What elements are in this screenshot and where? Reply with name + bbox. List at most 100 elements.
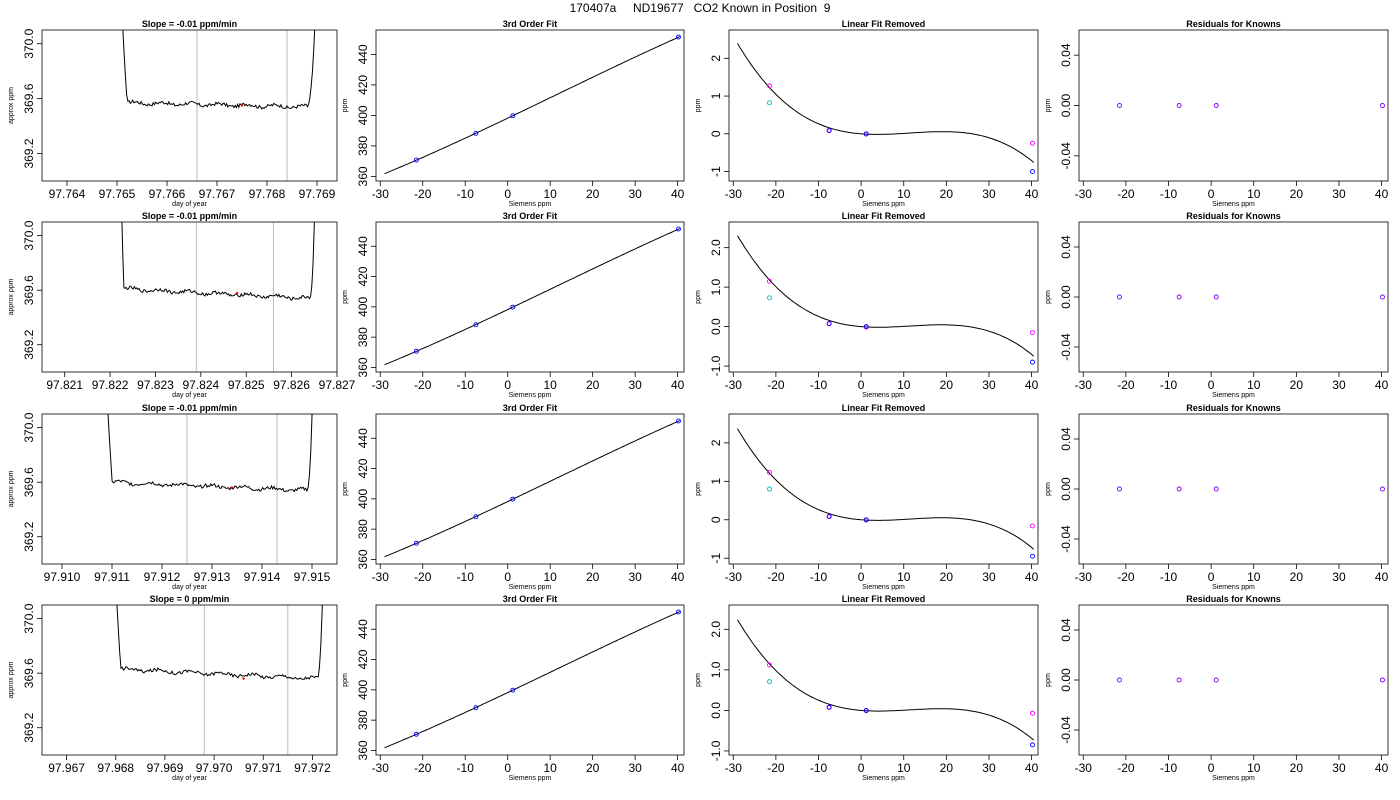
x-tick-label: 40 [1025,761,1039,775]
mean-marker [235,291,239,295]
panel-r3-c2: 3rd Order Fit -30 -20 -10 0 10 20 30 40 360 380 400… [342,403,685,591]
x-tick-label: 20 [1290,570,1304,584]
blue-point [1030,742,1035,748]
y-tick-label: 400 [356,297,370,317]
y-tick-label: 369.2 [22,329,36,359]
x-tick-label: 0 [504,570,511,584]
x-tick-label: -20 [1117,761,1135,775]
x-axis-label: day of year [172,775,207,782]
x-tick-label: -20 [767,570,785,584]
x-axis-label: Siemens ppm [509,775,552,782]
panel-title: Linear Fit Removed [842,403,926,413]
y-tick-label: 370.0 [22,28,36,58]
x-tick-label: 97.971 [245,761,282,775]
y-tick-label: 2 [709,55,723,62]
y-tick-label: 2.0 [709,621,723,638]
x-tick-label: 97.969 [147,761,184,775]
plot-frame [375,604,685,756]
y-axis-label: ppm [342,99,349,113]
panel-title: Slope = 0 ppm/min [150,594,230,604]
panel-title: Slope = -0.01 ppm/min [142,403,237,413]
panel-title: Residuals for Knowns [1186,403,1281,413]
y-tick-label: 440 [356,428,370,448]
x-tick-label: 30 [1332,570,1346,584]
known-point [473,130,479,136]
y-tick-label: -0.04 [1059,142,1073,170]
plot-area [107,414,313,564]
y-tick-label: 0.0 [709,318,723,335]
x-tick-label: -20 [1117,378,1135,392]
residual-point [1380,486,1385,492]
blue-point [826,704,832,710]
known-point [676,226,681,232]
x-tick-label: 20 [940,378,954,392]
x-tick-label: 20 [586,570,600,584]
plot-frame [375,221,685,373]
plot-area [121,222,315,372]
x-tick-label: 97.767 [199,187,236,201]
x-axis-label: Siemens ppm [509,584,552,591]
x-tick-label: 0 [858,570,865,584]
x-tick-label: -10 [457,187,475,201]
x-tick-label: 40 [671,761,685,775]
y-tick-label: 1.0 [709,661,723,678]
fit-curve [737,43,1035,163]
x-tick-label: 30 [628,761,642,775]
panel-title: Residuals for Knowns [1186,19,1281,29]
magenta-point [1030,330,1035,335]
x-axis-label: day of year [172,584,207,591]
x-tick-label: 97.822 [92,378,129,392]
x-tick-label: -10 [810,761,828,775]
x-tick-label: 97.970 [196,761,233,775]
y-tick-label: 370.0 [22,220,36,250]
x-tick-label: 20 [586,761,600,775]
fit-curve [384,611,681,749]
panel-title: Linear Fit Removed [842,594,926,604]
y-tick-label: 0.04 [1059,618,1073,642]
panel-r3-c4: Residuals for Knowns -30 -20 -10 0 10 20 30 40 -0… [1045,403,1389,591]
x-tick-label: 40 [1375,187,1389,201]
plot-area [384,418,681,558]
y-tick-label: 369.6 [22,275,36,305]
residual-point [1176,486,1182,492]
y-tick-label: 380 [356,136,370,156]
known-point [510,496,516,502]
residual-point [1117,486,1122,492]
plot-area [1117,677,1385,683]
y-axis-label: approx ppm [8,278,15,315]
plot-frame [41,604,338,756]
x-tick-label: 10 [1247,378,1261,392]
blue-point [863,131,869,137]
x-tick-label: 40 [1025,570,1039,584]
ppm-trace [122,30,316,110]
cyan-point [767,679,772,685]
y-tick-label: 1.0 [709,278,723,295]
y-tick-label: 420 [356,649,370,669]
magenta-point [1030,710,1035,716]
y-tick-label: 0.00 [1059,668,1073,692]
plot-area [737,619,1035,748]
known-point [510,304,516,310]
y-tick-label: 380 [356,519,370,539]
blue-point [826,127,832,133]
y-tick-label: 2 [709,439,723,446]
x-tick-label: 20 [940,570,954,584]
y-axis-label: ppm [342,673,349,687]
x-tick-label: 97.827 [319,378,356,392]
panel-r4-c3: Linear Fit Removed -30 -20 -10 0 10 20 30 40 -1.0… [695,594,1039,782]
plot-area [384,34,681,175]
plot-frame [375,413,685,565]
y-tick-label: 1 [709,92,723,99]
residual-point [1213,677,1219,683]
panel-title: Slope = -0.01 ppm/min [142,211,237,221]
x-tick-label: 30 [1332,761,1346,775]
x-tick-label: 30 [982,570,996,584]
known-point [413,540,419,546]
cyan-point [767,100,772,106]
y-tick-label: 360 [356,740,370,760]
plot-area [737,428,1035,559]
plot-area [1117,294,1385,300]
x-tick-label: 97.769 [299,187,336,201]
x-tick-label: 97.823 [137,378,174,392]
x-tick-label: 97.972 [294,761,331,775]
